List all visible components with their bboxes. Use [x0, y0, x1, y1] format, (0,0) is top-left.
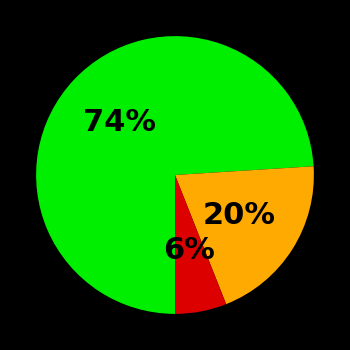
Text: 74%: 74%	[83, 108, 156, 137]
Wedge shape	[36, 36, 314, 314]
Wedge shape	[175, 166, 314, 304]
Wedge shape	[175, 175, 226, 314]
Text: 6%: 6%	[163, 236, 215, 265]
Text: 20%: 20%	[203, 202, 276, 230]
